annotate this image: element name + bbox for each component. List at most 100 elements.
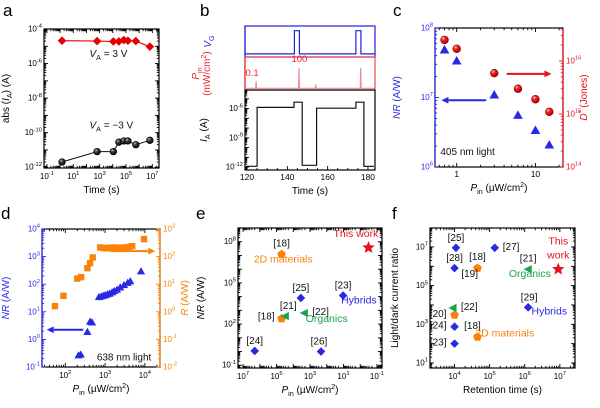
series-f-this-work <box>552 262 565 275</box>
svg-text:[25]: [25] <box>293 283 310 294</box>
panel-e-chart: 10-1 101 103 105 107 Pin (µW/cm2) NR (A/W) 10-1… <box>196 227 384 398</box>
svg-text:1016: 1016 <box>566 56 581 66</box>
svg-text:100: 100 <box>163 307 175 317</box>
svg-text:VA = −3 V: VA = −3 V <box>89 121 133 134</box>
svg-text:10-1: 10-1 <box>26 362 40 372</box>
svg-text:Pin (µW/cm2): Pin (µW/cm2) <box>470 180 527 196</box>
svg-text:103: 103 <box>94 171 106 181</box>
svg-text:2D materials: 2D materials <box>475 327 534 339</box>
svg-text:10-12: 10-12 <box>226 162 243 172</box>
series-nr-405nm <box>439 44 555 149</box>
series-pin-pulses <box>245 67 375 89</box>
panel-f-chart: 104 105 106 107 Retention time (s) Light/dark… <box>390 227 576 396</box>
svg-text:107: 107 <box>416 242 428 252</box>
svg-text:[18]: [18] <box>469 252 486 263</box>
svg-text:107: 107 <box>146 171 158 181</box>
svg-text:10: 10 <box>531 169 541 179</box>
svg-text:10-1: 10-1 <box>40 171 54 181</box>
series-va-minus-3v <box>58 136 154 166</box>
svg-text:101: 101 <box>337 371 349 381</box>
svg-text:Retention time (s): Retention time (s) <box>463 385 542 396</box>
series-e-this-work <box>362 241 375 253</box>
svg-text:107: 107 <box>421 92 433 102</box>
svg-text:[21]: [21] <box>280 301 297 312</box>
panel-b-plot-2: Pin(mW/cm2) 0.1 100 <box>191 51 376 96</box>
svg-text:NR (A/W): NR (A/W) <box>392 76 403 119</box>
svg-text:[24]: [24] <box>430 321 447 332</box>
svg-text:[23]: [23] <box>335 281 352 292</box>
svg-text:101: 101 <box>28 307 40 317</box>
series-f-organics <box>448 265 532 313</box>
svg-text:VA = 3 V: VA = 3 V <box>89 49 127 62</box>
panel-b-plot-3: 120 140 160 180 Time (s) IA (A) 10-12 10-9 10-6 <box>199 89 376 197</box>
svg-text:140: 140 <box>280 172 294 182</box>
panel-a-plot-0: 10-1 101 103 105 107 Time (s) abs (IA) (A) 10-1… <box>1 24 160 196</box>
svg-text:108: 108 <box>421 23 433 33</box>
svg-text:[24]: [24] <box>246 336 263 347</box>
panel-c-chart: 1 10 Pin (µW/cm2) NR (A/W) 106 107 108 D* (Jone… <box>392 23 590 196</box>
svg-text:1015: 1015 <box>566 109 581 119</box>
svg-text:VG: VG <box>203 35 216 48</box>
panel-b-plot-1: VG <box>203 25 376 58</box>
svg-text:180: 180 <box>361 172 375 182</box>
svg-text:104: 104 <box>139 370 152 380</box>
svg-text:10-1: 10-1 <box>370 371 384 381</box>
panel-e-plot-6: 10-1 101 103 105 107 Pin (µW/cm2) NR (A/W) 10-1… <box>196 227 384 398</box>
svg-text:[20]: [20] <box>430 309 447 320</box>
svg-text:Hybrids: Hybrids <box>341 294 377 306</box>
svg-text:Organics: Organics <box>509 268 551 280</box>
svg-text:1: 1 <box>454 169 459 179</box>
svg-text:[21]: [21] <box>520 253 537 264</box>
svg-text:638 nm light: 638 nm light <box>97 353 152 364</box>
svg-text:work: work <box>546 250 570 262</box>
series-nr-638nm <box>74 267 146 359</box>
svg-text:105: 105 <box>484 371 496 381</box>
series-r-638nm <box>51 235 148 310</box>
svg-text:This work: This work <box>333 228 379 240</box>
svg-text:104: 104 <box>448 371 461 381</box>
svg-text:[23]: [23] <box>430 338 447 349</box>
panel-f-plot-7: 104 105 106 107 Retention time (s) Light/dark… <box>390 227 576 396</box>
panel-label-d: d <box>1 204 11 223</box>
svg-text:Time (s): Time (s) <box>83 185 119 196</box>
svg-text:102: 102 <box>59 370 71 380</box>
panel-label-f: f <box>392 204 397 223</box>
svg-text:105: 105 <box>270 371 282 381</box>
svg-text:NR (A/W): NR (A/W) <box>196 277 207 320</box>
svg-text:10-2: 10-2 <box>163 362 177 372</box>
svg-text:102: 102 <box>224 319 236 329</box>
svg-text:[29]: [29] <box>521 292 538 303</box>
svg-text:101: 101 <box>416 358 428 368</box>
svg-text:105: 105 <box>416 280 428 290</box>
svg-text:160: 160 <box>321 172 335 182</box>
svg-text:107: 107 <box>554 371 566 381</box>
svg-text:[22]: [22] <box>461 302 478 313</box>
svg-text:[19]: [19] <box>461 269 478 280</box>
svg-text:D* (Jones): D* (Jones) <box>576 74 590 120</box>
svg-text:R (A/W): R (A/W) <box>180 280 191 316</box>
series-vg-pulses <box>245 30 375 55</box>
svg-text:105: 105 <box>120 171 132 181</box>
panel-d-plot-5: 102 103 104 Pin (µW/cm2) NR (A/W) 10-1 100 101 1… <box>1 224 191 397</box>
svg-text:10-9: 10-9 <box>229 133 243 143</box>
svg-text:1014: 1014 <box>566 162 582 172</box>
svg-text:10-1: 10-1 <box>222 360 236 370</box>
svg-text:IA (A): IA (A) <box>199 118 212 142</box>
svg-text:Pin: Pin <box>191 67 204 79</box>
svg-text:10-10: 10-10 <box>25 127 42 137</box>
svg-text:(mW/cm2): (mW/cm2) <box>199 51 213 96</box>
svg-text:10-12: 10-12 <box>25 162 42 172</box>
svg-text:106: 106 <box>519 371 531 381</box>
svg-text:Organics: Organics <box>306 313 348 325</box>
svg-text:10-4: 10-4 <box>28 24 43 34</box>
svg-text:Hybrids: Hybrids <box>531 306 567 318</box>
svg-text:[27]: [27] <box>503 242 520 253</box>
svg-text:100: 100 <box>28 334 40 344</box>
svg-text:101: 101 <box>163 279 175 289</box>
svg-text:405 nm light: 405 nm light <box>440 147 495 158</box>
svg-text:10-6: 10-6 <box>28 58 42 68</box>
svg-text:10-1: 10-1 <box>163 334 177 344</box>
svg-text:[26]: [26] <box>311 337 328 348</box>
svg-text:102: 102 <box>28 279 40 289</box>
svg-text:105: 105 <box>224 278 236 288</box>
